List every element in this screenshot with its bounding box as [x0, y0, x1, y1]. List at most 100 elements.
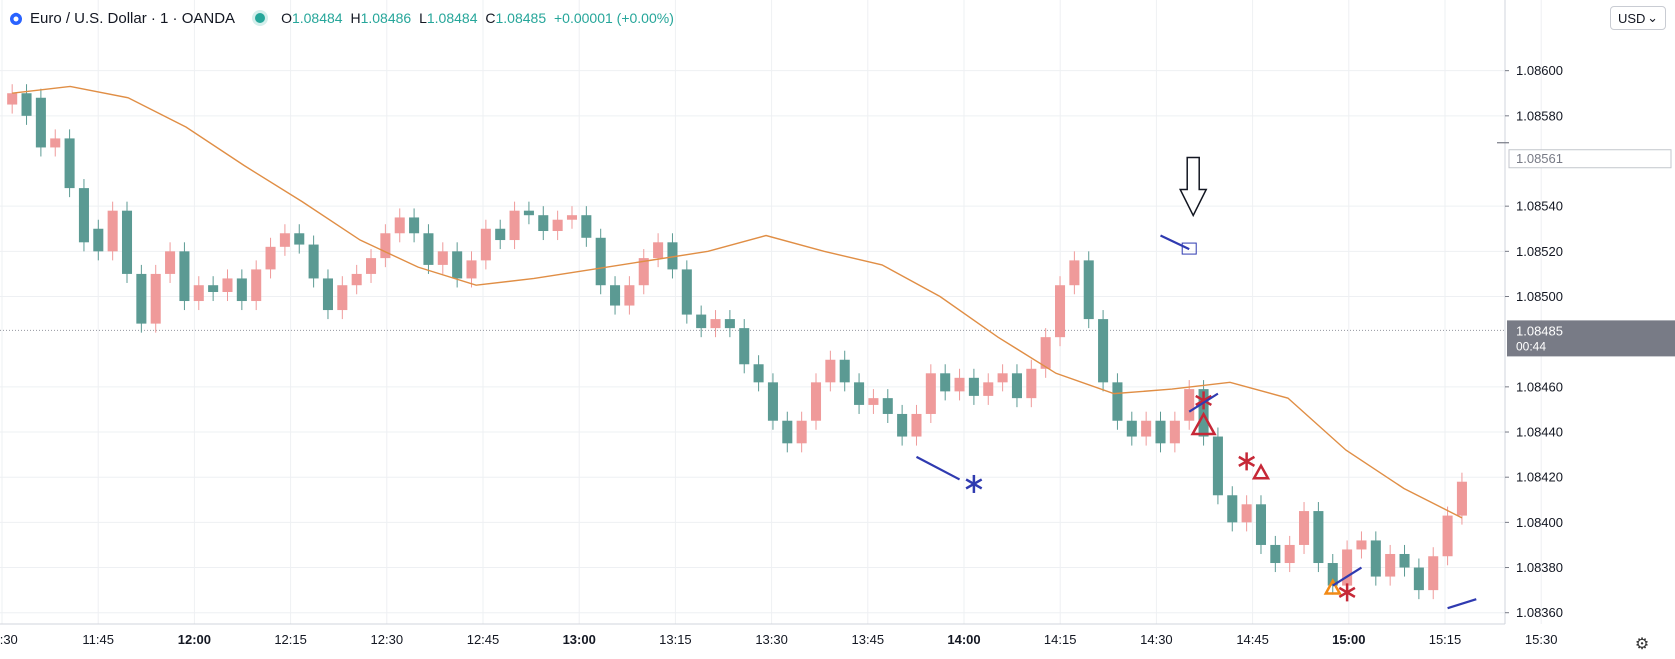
price-tick-label: 1.08580 [1516, 108, 1563, 123]
candle [595, 228, 606, 295]
time-tick-label: 13:45 [852, 632, 885, 647]
candle [968, 368, 979, 405]
candle [179, 242, 190, 311]
candle [1011, 364, 1022, 408]
candle-body [64, 138, 75, 189]
symbol-title[interactable]: Euro / U.S. Dollar · 1 · OANDA [30, 9, 236, 27]
candle-body [925, 373, 936, 414]
candle-body [724, 319, 735, 329]
candle-body [1040, 337, 1051, 369]
candle-body [294, 233, 305, 245]
time-tick-label: 11:30 [0, 632, 18, 647]
candle-body [854, 382, 865, 405]
candle-body [983, 382, 994, 396]
candle [1241, 495, 1252, 532]
gear-icon[interactable]: ⚙ [1634, 636, 1650, 653]
candle-body [1069, 260, 1080, 286]
price-label-text: 1.08561 [1516, 151, 1563, 166]
candle [523, 201, 534, 225]
candle [681, 260, 692, 324]
trendline-blue [1160, 234, 1190, 251]
asterisk-marker-blue [965, 474, 983, 493]
triangle-marker-red [1251, 463, 1271, 480]
asterisk-stroke [1338, 586, 1356, 598]
asterisk-stroke [965, 478, 983, 490]
candle [552, 210, 563, 241]
price-tick-label: 1.08380 [1516, 560, 1563, 575]
candle [882, 389, 893, 423]
candle [21, 84, 32, 125]
candle [1055, 276, 1066, 347]
candle [897, 404, 908, 446]
candle [1299, 502, 1310, 554]
candle [150, 264, 161, 333]
candle [265, 237, 276, 279]
oanda-logo-icon [8, 10, 24, 26]
countdown-text: 00:44 [1516, 339, 1546, 353]
candle [50, 129, 61, 157]
candle [1284, 535, 1295, 573]
candle-body [1327, 563, 1338, 586]
candle [1399, 544, 1410, 577]
candle-body [222, 278, 233, 292]
candle [581, 206, 592, 247]
candle-body [351, 273, 362, 286]
candle [208, 276, 219, 302]
currency-selector[interactable]: USD ⌄ [1610, 6, 1666, 30]
candle-body [638, 258, 649, 286]
candle [93, 219, 104, 261]
candle [107, 201, 118, 261]
candle [322, 269, 333, 320]
candle [925, 364, 936, 423]
candle-body [366, 258, 377, 274]
candle-body [452, 251, 463, 279]
candle [480, 219, 491, 270]
candle [251, 260, 262, 311]
candle-body [997, 373, 1008, 383]
candle [724, 310, 735, 338]
candle [1385, 544, 1396, 586]
trendline-blue [1447, 598, 1477, 610]
candle [466, 251, 477, 288]
candle [1227, 486, 1238, 532]
candle [753, 355, 764, 392]
candle-body [322, 278, 333, 311]
time-tick-label: 15:15 [1429, 632, 1462, 647]
time-tick-label: 12:30 [371, 632, 404, 647]
candle-body [653, 242, 664, 259]
last-price-label [1507, 320, 1675, 357]
trendline-blue [1188, 392, 1219, 413]
low-value: 1.08484 [426, 10, 478, 26]
candle [193, 276, 204, 311]
candle-body [509, 210, 520, 241]
candle [1141, 411, 1152, 446]
candle-body [839, 359, 850, 383]
candle [1255, 495, 1267, 554]
price-tick-label: 1.08500 [1516, 289, 1563, 304]
candle-body [767, 382, 778, 421]
candle-body [868, 398, 879, 405]
asterisk-marker-red [1195, 391, 1212, 410]
candle-body [1212, 436, 1223, 496]
candle-body [35, 97, 46, 148]
candle-body [911, 413, 922, 437]
time-tick-label: 15:00 [1332, 632, 1365, 647]
candle-body [667, 242, 678, 270]
price-tick-label: 1.08460 [1516, 379, 1563, 394]
candle [782, 411, 793, 453]
candle [667, 233, 678, 279]
candle-body [337, 285, 348, 311]
candle-body [968, 377, 979, 396]
arrow-down-icon [1178, 156, 1208, 218]
candle-body [1241, 504, 1252, 523]
candle [796, 411, 807, 453]
market-status-dot [255, 13, 266, 23]
candle-body [78, 188, 89, 243]
candle-body [1055, 285, 1066, 338]
candle-body [394, 217, 405, 234]
candle-body [1313, 511, 1324, 564]
candle [351, 264, 362, 295]
time-tick-label: 14:00 [947, 632, 980, 647]
candle [610, 276, 621, 315]
